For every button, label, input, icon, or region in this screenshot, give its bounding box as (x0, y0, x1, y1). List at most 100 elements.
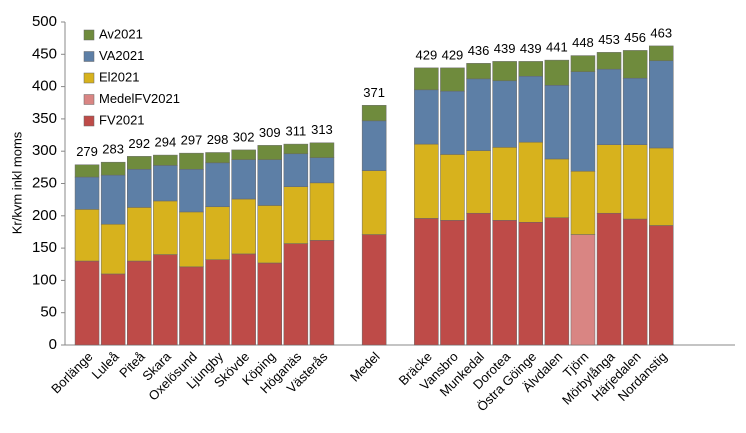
y-tick-label: 300 (32, 142, 57, 159)
bar-segment (179, 169, 204, 213)
bar-segment (466, 63, 491, 80)
y-axis-label: Kr/kvm inkl moms (9, 131, 24, 234)
bar-segment (544, 85, 570, 160)
total-label: 297 (181, 133, 203, 148)
bar-segment (622, 144, 648, 220)
legend-label: VA2021 (99, 48, 144, 63)
y-tick-label: 50 (40, 304, 57, 321)
bar-segment (544, 217, 570, 346)
bar-segment (492, 147, 517, 221)
bar-segment (153, 165, 178, 202)
total-label: 441 (546, 40, 568, 55)
y-tick-label: 450 (32, 45, 57, 62)
bar-segment (466, 78, 491, 151)
legend-label: MedelFV2021 (99, 91, 180, 106)
x-tick-label: Medel (347, 349, 383, 385)
bar-segment (596, 212, 622, 346)
bar-segment (649, 225, 674, 346)
bar-segment (544, 158, 570, 218)
total-label: 294 (154, 135, 176, 150)
bar-segment (622, 50, 648, 79)
bar-segment (518, 222, 543, 346)
bar-segment (361, 170, 387, 235)
bar-segment (361, 120, 387, 171)
bar-segment (440, 154, 465, 221)
total-label: 429 (442, 47, 464, 62)
bar-segment (257, 159, 282, 206)
bar-segment (596, 68, 622, 145)
total-label: 463 (650, 25, 672, 40)
bar-segment (570, 170, 596, 235)
bar-segment (100, 273, 126, 346)
total-label: 439 (494, 41, 516, 56)
bar-segment (361, 234, 387, 346)
total-label: 439 (520, 41, 542, 56)
bar-segment (74, 176, 100, 210)
bar-segment (257, 262, 282, 346)
bar-segment (596, 144, 622, 214)
bar-segment (100, 223, 126, 275)
legend-label: Av2021 (99, 26, 143, 41)
bar-segment (414, 89, 439, 145)
bar-segment (414, 218, 439, 346)
bar-segment (283, 143, 309, 155)
y-tick-label: 350 (32, 110, 57, 127)
bar-segment (309, 157, 335, 184)
bar-segment (649, 60, 674, 149)
bar-segment (153, 154, 178, 166)
total-label: 448 (572, 35, 594, 50)
bar-segment (492, 80, 517, 148)
bar-segment (492, 61, 517, 82)
bar-segment (153, 254, 178, 346)
bar-segment (440, 220, 465, 346)
bar-segment (231, 149, 256, 160)
bar-segment (518, 76, 543, 143)
total-label: 283 (102, 142, 124, 157)
bar-segment (309, 142, 335, 158)
total-label: 311 (285, 124, 306, 139)
total-label: 456 (624, 30, 646, 45)
bar-segment (179, 266, 204, 346)
y-tick-label: 0 (49, 336, 57, 353)
bar-segment (153, 200, 178, 255)
y-tick-label: 100 (32, 271, 57, 288)
bar-segment (205, 162, 230, 208)
total-label: 302 (233, 129, 255, 144)
bar-segment (544, 59, 570, 86)
bar-segment (492, 220, 517, 346)
bar-segment (649, 45, 674, 62)
total-label: 453 (598, 32, 620, 47)
legend-label: FV2021 (99, 112, 145, 127)
bar-segment (414, 67, 439, 91)
bar-segment (127, 260, 152, 346)
bar-segment (231, 253, 256, 346)
bar-segment (649, 147, 674, 226)
bar-segment (466, 150, 491, 214)
bar-segment (283, 186, 309, 244)
y-tick-label: 400 (32, 78, 57, 95)
bar-segment (100, 161, 126, 176)
total-label: 313 (311, 122, 333, 137)
bar-segment (127, 169, 152, 208)
bar-segment (74, 209, 100, 262)
bar-segment (518, 61, 543, 77)
total-label: 298 (207, 132, 229, 147)
bar-segment (257, 205, 282, 264)
bar-segment (74, 260, 100, 346)
bar-segment (127, 207, 152, 262)
x-tick-label: Luleå (89, 348, 123, 382)
bar-segment (127, 156, 152, 170)
y-tick-label: 250 (32, 174, 57, 191)
y-tick-label: 500 (32, 13, 57, 30)
total-label: 429 (415, 47, 437, 62)
legend-swatch (83, 72, 95, 84)
bar-segment (179, 211, 204, 268)
bar-segment (414, 143, 439, 219)
bar-segment (570, 55, 596, 72)
total-label: 436 (468, 43, 490, 58)
bar-segment (570, 234, 596, 346)
bar-segment (570, 71, 596, 172)
bar-segment (596, 52, 622, 70)
bar-segment (622, 218, 648, 346)
